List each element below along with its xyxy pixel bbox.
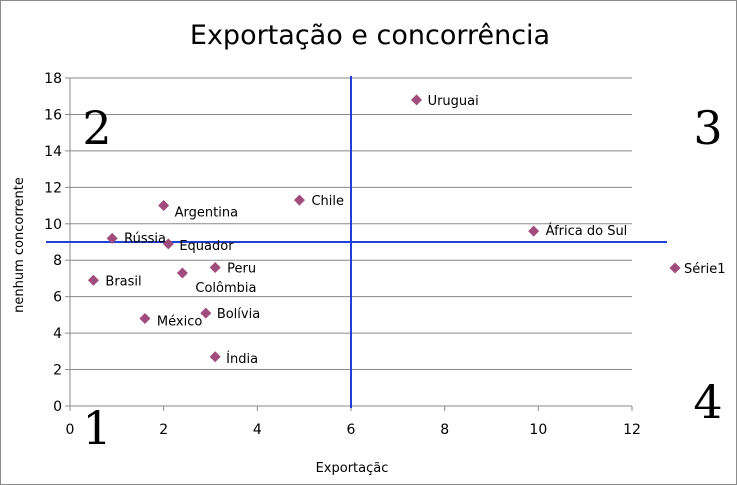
data-point-marker xyxy=(176,267,188,279)
data-point-marker xyxy=(139,313,151,325)
data-point-label: Peru xyxy=(227,262,256,277)
data-point-marker xyxy=(528,225,540,237)
data-point-marker xyxy=(106,232,118,244)
x-tick-label: 10 xyxy=(529,422,547,438)
data-point-label: Chile xyxy=(311,194,344,209)
y-tick-label: 10 xyxy=(44,217,62,233)
data-point-marker xyxy=(411,94,423,106)
data-point-label: Bolívia xyxy=(217,307,260,322)
quadrant-label: 2 xyxy=(82,101,111,155)
data-point-label: Brasil xyxy=(105,274,141,289)
y-tick-label: 0 xyxy=(53,399,62,415)
y-tick-label: 6 xyxy=(53,290,62,306)
y-tick-label: 4 xyxy=(53,326,62,342)
legend-marker xyxy=(669,262,681,274)
data-point-label: Rússia xyxy=(124,231,166,246)
data-point-label: Colômbia xyxy=(195,281,256,296)
x-tick-label: 0 xyxy=(66,422,75,438)
data-point-label: Uruguai xyxy=(428,94,479,109)
data-point-marker xyxy=(209,351,221,363)
data-point-label: Índia xyxy=(226,351,258,367)
reference-lines xyxy=(46,76,667,408)
quadrant-labels: 12 34 xyxy=(82,101,722,455)
quadrant-label: 1 xyxy=(82,401,111,455)
axes: 0 2 4 6 8 10 12 14 16 18 0 2 4 6 8 10 12 xyxy=(44,71,641,438)
data-point-marker xyxy=(293,194,305,206)
quadrant-label: 4 xyxy=(693,375,722,429)
legend-label: Série1 xyxy=(684,262,725,277)
x-tick-label: 6 xyxy=(347,422,356,438)
data-point-marker xyxy=(158,200,170,212)
y-axis-title: nenhum concorrente xyxy=(12,177,27,313)
x-axis-title: Exportaçãc xyxy=(316,461,389,476)
y-tick-label: 16 xyxy=(44,107,62,123)
data-point-label: Argentina xyxy=(175,206,238,221)
data-point-marker xyxy=(200,307,212,319)
data-point-marker xyxy=(87,274,99,286)
x-tick-label: 8 xyxy=(440,422,449,438)
data-point-marker xyxy=(209,262,221,274)
y-tick-label: 12 xyxy=(44,180,62,196)
data-points: Uruguai Chile Argentina Rússia Equador África… xyxy=(87,94,628,367)
y-tick-label: 2 xyxy=(53,363,62,379)
chart-title: Exportação e concorrência xyxy=(190,20,550,51)
x-tick-label: 12 xyxy=(623,422,641,438)
x-tick-label: 2 xyxy=(159,422,168,438)
y-tick-label: 18 xyxy=(44,71,62,87)
data-point-marker xyxy=(162,238,174,250)
quadrant-label: 3 xyxy=(693,101,722,155)
y-tick-label: 14 xyxy=(44,144,62,160)
data-point-label: México xyxy=(157,315,202,330)
data-point-label: Equador xyxy=(179,239,234,254)
y-tick-label: 8 xyxy=(53,253,62,269)
legend: Série1 xyxy=(669,262,725,277)
x-tick-label: 4 xyxy=(253,422,262,438)
data-point-label: África do Sul xyxy=(546,223,628,239)
